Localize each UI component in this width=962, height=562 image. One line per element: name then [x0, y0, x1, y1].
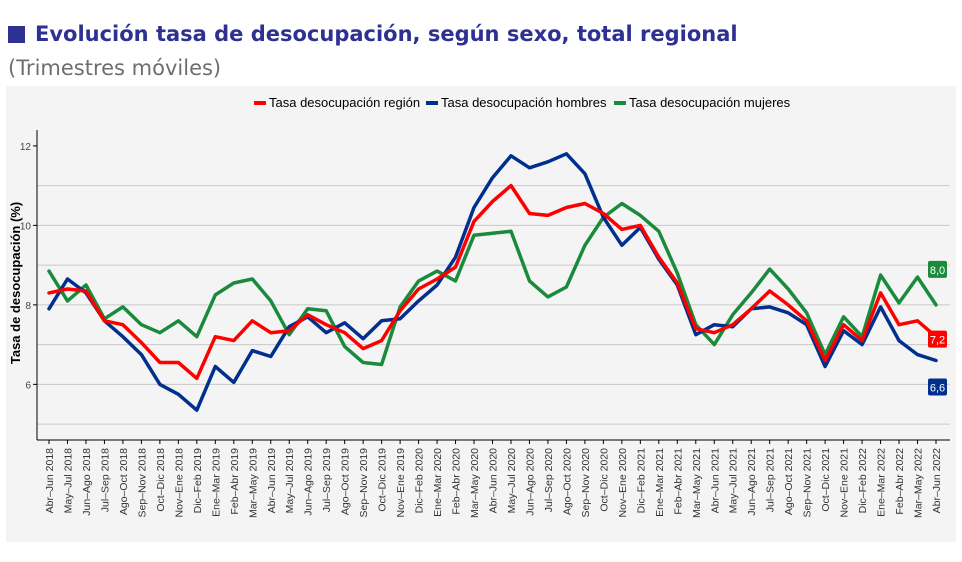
x-tick-label: Feb–Abr 2022 [894, 448, 906, 515]
x-tick-label: May–Jul 2018 [62, 448, 74, 514]
x-tick-label: Jun–Ago 2020 [524, 448, 536, 516]
y-tick-label: 6 [25, 380, 31, 391]
x-tick-label: Sep–Nov 2021 [802, 448, 814, 518]
y-tick-label: 10 [20, 221, 32, 232]
x-tick-label: Feb–Abr 2021 [672, 448, 684, 515]
x-tick-label: Sep–Nov 2020 [580, 448, 592, 518]
x-tick-label: Ene–Mar 2022 [876, 448, 888, 517]
legend-label: Tasa desocupación hombres [441, 95, 607, 110]
end-value-badge [928, 330, 947, 348]
x-tick-label: Ago–Oct 2021 [783, 448, 795, 515]
x-tick-label: Sep–Nov 2019 [358, 448, 370, 518]
x-tick-label: Mar–May 2019 [247, 448, 259, 518]
x-tick-label: Jul–Sep 2018 [99, 448, 111, 512]
x-tick-label: Ene–Mar 2020 [432, 448, 444, 517]
x-tick-label: Oct–Dic 2021 [820, 448, 832, 512]
x-tick-label: Sep–Nov 2018 [136, 448, 148, 518]
end-value-badge [928, 260, 947, 278]
y-tick-label: 12 [20, 142, 32, 153]
x-tick-label: Jul–Sep 2020 [543, 448, 555, 512]
x-tick-label: Feb–Abr 2020 [451, 448, 463, 515]
legend-label: Tasa desocupación mujeres [629, 95, 791, 110]
x-tick-label: Jul–Sep 2019 [321, 448, 333, 512]
x-tick-label: Mar–May 2022 [913, 448, 925, 518]
x-tick-label: Nov–Ene 2018 [173, 448, 185, 518]
x-tick-label: Abr–Jun 2018 [44, 448, 56, 514]
x-tick-label: May–Jul 2020 [506, 448, 518, 514]
x-tick-label: Mar–May 2021 [691, 448, 703, 518]
title-square-icon [8, 25, 25, 43]
x-tick-label: Dic–Feb 2022 [857, 448, 869, 514]
x-tick-label: Ene–Mar 2021 [654, 448, 666, 517]
x-tick-label: Ago–Oct 2020 [561, 448, 573, 515]
end-value-label: 6,6 [930, 383, 945, 395]
x-tick-label: Oct–Dic 2019 [377, 448, 389, 512]
end-value-badge [928, 378, 947, 396]
x-tick-label: Oct–Dic 2018 [155, 448, 167, 512]
x-tick-label: Nov–Ene 2021 [839, 448, 851, 518]
x-tick-label: Nov–Ene 2019 [395, 448, 407, 518]
x-tick-label: May–Jul 2021 [728, 448, 740, 514]
x-tick-label: Oct–Dic 2020 [598, 448, 610, 512]
x-tick-label: Abr–Jun 2019 [266, 448, 278, 514]
x-tick-label: Abr–Jun 2022 [931, 448, 943, 514]
x-tick-label: Dic–Feb 2021 [635, 448, 647, 514]
legend-label: Tasa desocupación región [269, 95, 420, 110]
x-tick-label: Abr–Jun 2020 [488, 448, 500, 514]
x-tick-label: Feb–Abr 2019 [229, 448, 241, 515]
end-value-label: 7,2 [930, 335, 945, 347]
x-tick-label: Ago–Oct 2018 [118, 448, 130, 515]
title-row: Evolución tasa de desocupación, según se… [8, 22, 738, 46]
x-tick-label: Jun–Ago 2019 [303, 448, 315, 516]
x-tick-label: Abr–Jun 2021 [709, 448, 721, 514]
chart-title: Evolución tasa de desocupación, según se… [35, 22, 738, 46]
x-tick-label: Dic–Feb 2020 [414, 448, 426, 514]
x-tick-label: Jun–Ago 2018 [81, 448, 93, 516]
x-tick-label: Ene–Mar 2019 [210, 448, 222, 517]
chart-subtitle: (Trimestres móviles) [8, 56, 222, 80]
series-line [47, 183, 938, 381]
x-tick-label: May–Jul 2019 [284, 448, 296, 514]
series-line [47, 201, 938, 367]
x-tick-label: Nov–Ene 2020 [617, 448, 629, 518]
series-line [47, 152, 938, 412]
x-tick-label: Jul–Sep 2021 [765, 448, 777, 512]
x-tick-label: Ago–Oct 2019 [340, 448, 352, 515]
x-tick-label: Mar–May 2020 [469, 448, 481, 518]
x-tick-label: Jun–Ago 2021 [746, 448, 758, 516]
y-axis-label: Tasa de desocupación (%) [8, 202, 23, 364]
x-tick-label: Dic–Feb 2019 [192, 448, 204, 514]
y-tick-label: 8 [25, 301, 31, 312]
end-value-label: 8,0 [930, 265, 945, 277]
